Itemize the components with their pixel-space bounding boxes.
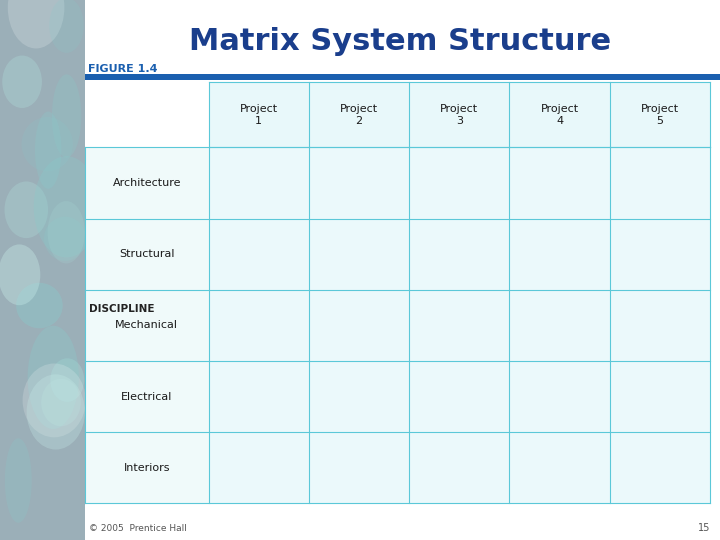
Bar bbox=[209, 219, 309, 290]
Ellipse shape bbox=[44, 217, 86, 261]
Bar bbox=[409, 432, 510, 503]
Ellipse shape bbox=[49, 0, 84, 53]
Bar bbox=[309, 219, 409, 290]
Ellipse shape bbox=[4, 181, 48, 238]
Ellipse shape bbox=[50, 358, 84, 402]
Ellipse shape bbox=[5, 438, 32, 523]
Bar bbox=[309, 361, 409, 432]
Bar bbox=[610, 219, 710, 290]
Text: Project
1: Project 1 bbox=[240, 104, 278, 125]
Bar bbox=[610, 290, 710, 361]
Ellipse shape bbox=[34, 156, 99, 258]
Bar bbox=[85, 147, 209, 219]
Bar bbox=[309, 290, 409, 361]
Bar bbox=[85, 290, 209, 361]
Text: DISCIPLINE: DISCIPLINE bbox=[89, 304, 155, 314]
Text: 15: 15 bbox=[698, 523, 710, 533]
Bar bbox=[610, 361, 710, 432]
Bar bbox=[409, 147, 510, 219]
Bar bbox=[0, 0, 85, 540]
Bar bbox=[85, 74, 720, 80]
Bar bbox=[510, 361, 610, 432]
Ellipse shape bbox=[22, 363, 86, 437]
Text: © 2005  Prentice Hall: © 2005 Prentice Hall bbox=[89, 524, 186, 532]
Bar bbox=[510, 219, 610, 290]
Text: Project
5: Project 5 bbox=[641, 104, 679, 125]
Text: Structural: Structural bbox=[119, 249, 174, 259]
Ellipse shape bbox=[0, 245, 40, 305]
Bar bbox=[209, 147, 309, 219]
Bar bbox=[209, 361, 309, 432]
Text: Architecture: Architecture bbox=[112, 178, 181, 188]
Text: Interiors: Interiors bbox=[124, 463, 170, 472]
Text: Project
2: Project 2 bbox=[340, 104, 378, 125]
Bar bbox=[209, 82, 710, 147]
Text: Mechanical: Mechanical bbox=[115, 320, 179, 330]
Bar bbox=[409, 219, 510, 290]
Bar bbox=[309, 147, 409, 219]
Bar bbox=[610, 147, 710, 219]
Ellipse shape bbox=[48, 201, 85, 264]
Bar bbox=[309, 432, 409, 503]
Ellipse shape bbox=[16, 283, 63, 328]
Text: Project
3: Project 3 bbox=[440, 104, 478, 125]
Bar bbox=[409, 361, 510, 432]
Bar bbox=[85, 219, 209, 290]
Ellipse shape bbox=[27, 326, 79, 429]
Bar bbox=[209, 290, 309, 361]
Bar bbox=[209, 432, 309, 503]
Ellipse shape bbox=[2, 56, 42, 108]
Ellipse shape bbox=[52, 75, 81, 158]
Ellipse shape bbox=[27, 374, 85, 449]
Bar bbox=[510, 432, 610, 503]
Bar bbox=[510, 290, 610, 361]
Ellipse shape bbox=[8, 0, 64, 49]
Text: Project
4: Project 4 bbox=[541, 104, 579, 125]
Bar bbox=[510, 147, 610, 219]
Bar bbox=[610, 432, 710, 503]
Bar bbox=[85, 432, 209, 503]
Text: Matrix System Structure: Matrix System Structure bbox=[189, 27, 611, 56]
Ellipse shape bbox=[22, 117, 73, 171]
Bar bbox=[409, 290, 510, 361]
Bar bbox=[85, 361, 209, 432]
Ellipse shape bbox=[35, 112, 61, 189]
Text: Electrical: Electrical bbox=[121, 392, 173, 402]
Ellipse shape bbox=[41, 379, 81, 426]
Text: FIGURE 1.4: FIGURE 1.4 bbox=[88, 64, 158, 74]
